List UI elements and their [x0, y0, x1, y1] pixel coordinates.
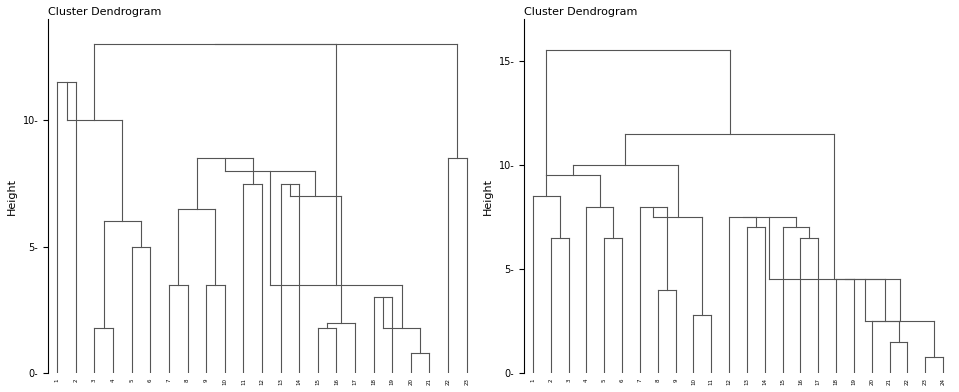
Y-axis label: Height: Height: [7, 178, 17, 215]
Y-axis label: Height: Height: [483, 178, 493, 215]
Text: Cluster Dendrogram: Cluster Dendrogram: [524, 7, 638, 17]
Text: Cluster Dendrogram: Cluster Dendrogram: [48, 7, 161, 17]
